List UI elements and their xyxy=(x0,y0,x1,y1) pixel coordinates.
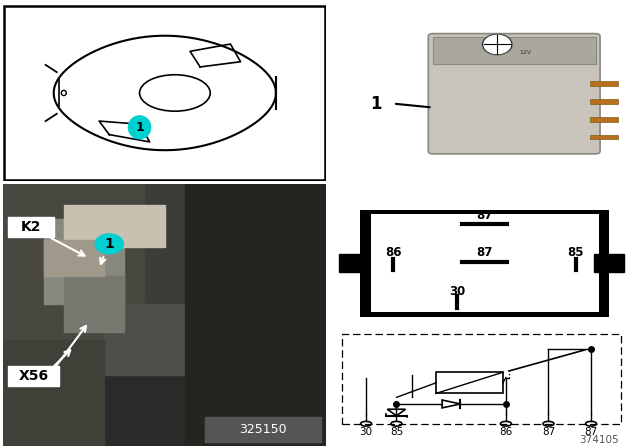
Circle shape xyxy=(482,34,513,55)
Text: 325150: 325150 xyxy=(239,423,287,436)
Text: 1: 1 xyxy=(135,121,144,134)
Bar xyxy=(433,37,596,64)
FancyBboxPatch shape xyxy=(428,34,600,154)
Bar xyxy=(590,81,618,86)
Bar xyxy=(8,217,54,237)
Text: 87: 87 xyxy=(476,210,493,223)
Text: 1: 1 xyxy=(371,95,382,112)
Bar xyxy=(371,214,598,312)
Circle shape xyxy=(95,234,124,254)
Bar xyxy=(185,184,326,446)
Text: 30: 30 xyxy=(360,427,372,437)
Text: 1: 1 xyxy=(104,237,114,251)
Text: 86: 86 xyxy=(385,246,402,259)
Text: 87: 87 xyxy=(476,246,493,259)
Bar xyxy=(339,254,369,272)
Text: X56: X56 xyxy=(19,369,49,383)
Text: 374105: 374105 xyxy=(579,435,618,444)
Text: 87: 87 xyxy=(584,427,598,437)
Text: 87: 87 xyxy=(542,427,555,437)
Bar xyxy=(3,184,155,340)
Text: 30: 30 xyxy=(449,285,465,298)
Text: 86: 86 xyxy=(499,427,513,437)
Text: 85: 85 xyxy=(390,427,403,437)
Bar xyxy=(594,254,625,272)
Bar xyxy=(590,117,618,122)
Bar xyxy=(8,366,59,386)
Bar xyxy=(64,276,124,332)
Bar xyxy=(64,205,165,247)
Bar xyxy=(205,418,321,442)
Text: 12V: 12V xyxy=(520,50,531,55)
Bar xyxy=(360,210,609,317)
Circle shape xyxy=(483,34,511,54)
Text: K2: K2 xyxy=(20,220,41,234)
Bar xyxy=(44,219,124,304)
Bar xyxy=(590,134,618,139)
Bar xyxy=(3,340,104,446)
Bar xyxy=(342,334,621,424)
Bar xyxy=(104,304,225,375)
Text: 85: 85 xyxy=(568,246,584,259)
Circle shape xyxy=(129,116,150,139)
Bar xyxy=(145,184,326,318)
Bar xyxy=(590,99,618,104)
Bar xyxy=(436,372,503,393)
Bar xyxy=(44,240,104,276)
